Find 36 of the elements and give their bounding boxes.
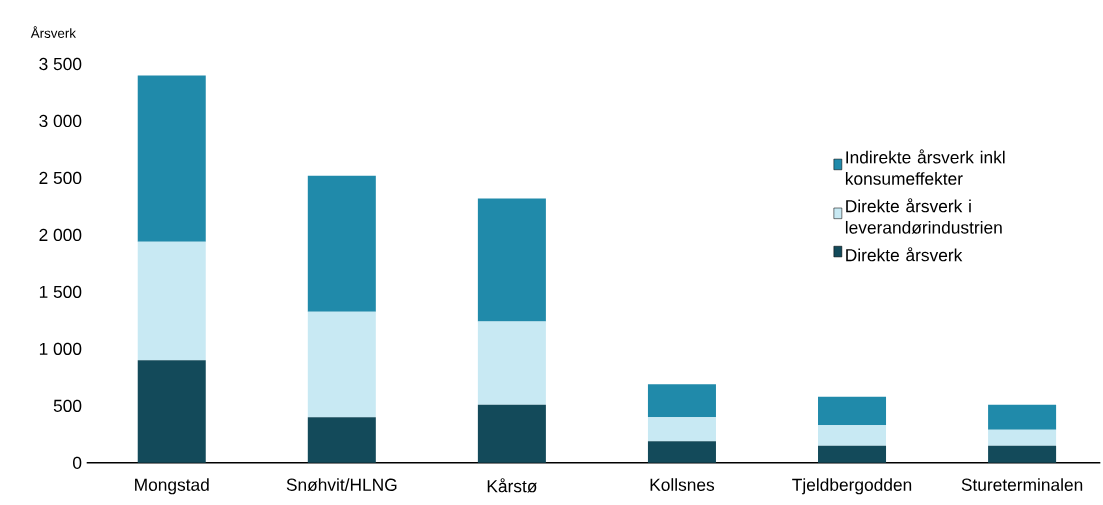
x-tick-label: Kollsnes [650,477,715,491]
y-tick-label: 2 500 [39,171,82,184]
legend-label: Indirekte årsverk inkl konsumeffekter [845,149,1005,185]
x-tick-label: Tjeldbergodden [792,477,912,495]
y-tick-label: 500 [53,399,82,412]
legend-label: Direkte årsverk i leverandørindustrien [845,197,1002,234]
y-tick-label: 1 000 [39,342,82,355]
y-axis-title: Årsverk [30,25,76,38]
bar [137,75,206,242]
legend-label: Direkte årsverk [846,246,963,262]
bar [818,396,887,425]
bar [477,321,546,405]
bar [307,416,376,463]
y-tick-label: 2 000 [39,228,82,241]
x-tick-label: Stureterminalen [961,477,1083,491]
bar [137,360,206,463]
bar [988,404,1057,430]
y-tick-label: 1 500 [39,285,82,298]
bar [137,241,206,361]
y-tick-label: 3 000 [39,114,82,127]
bar [477,198,546,322]
x-tick-label: Mongstad [135,477,209,495]
y-tick-label: 3 500 [39,57,82,70]
bar [818,445,887,463]
bar [307,175,376,312]
bar [647,416,716,441]
bar [818,424,887,446]
bar [988,445,1057,463]
bar [477,404,546,463]
bar [647,440,716,463]
x-tick-label: Snøhvit/HLNG [286,477,397,491]
bar [307,311,376,417]
bar [988,429,1057,446]
x-tick-label: Kårstø [487,477,538,493]
y-tick-label: 0 [73,456,82,469]
bar [647,383,716,417]
